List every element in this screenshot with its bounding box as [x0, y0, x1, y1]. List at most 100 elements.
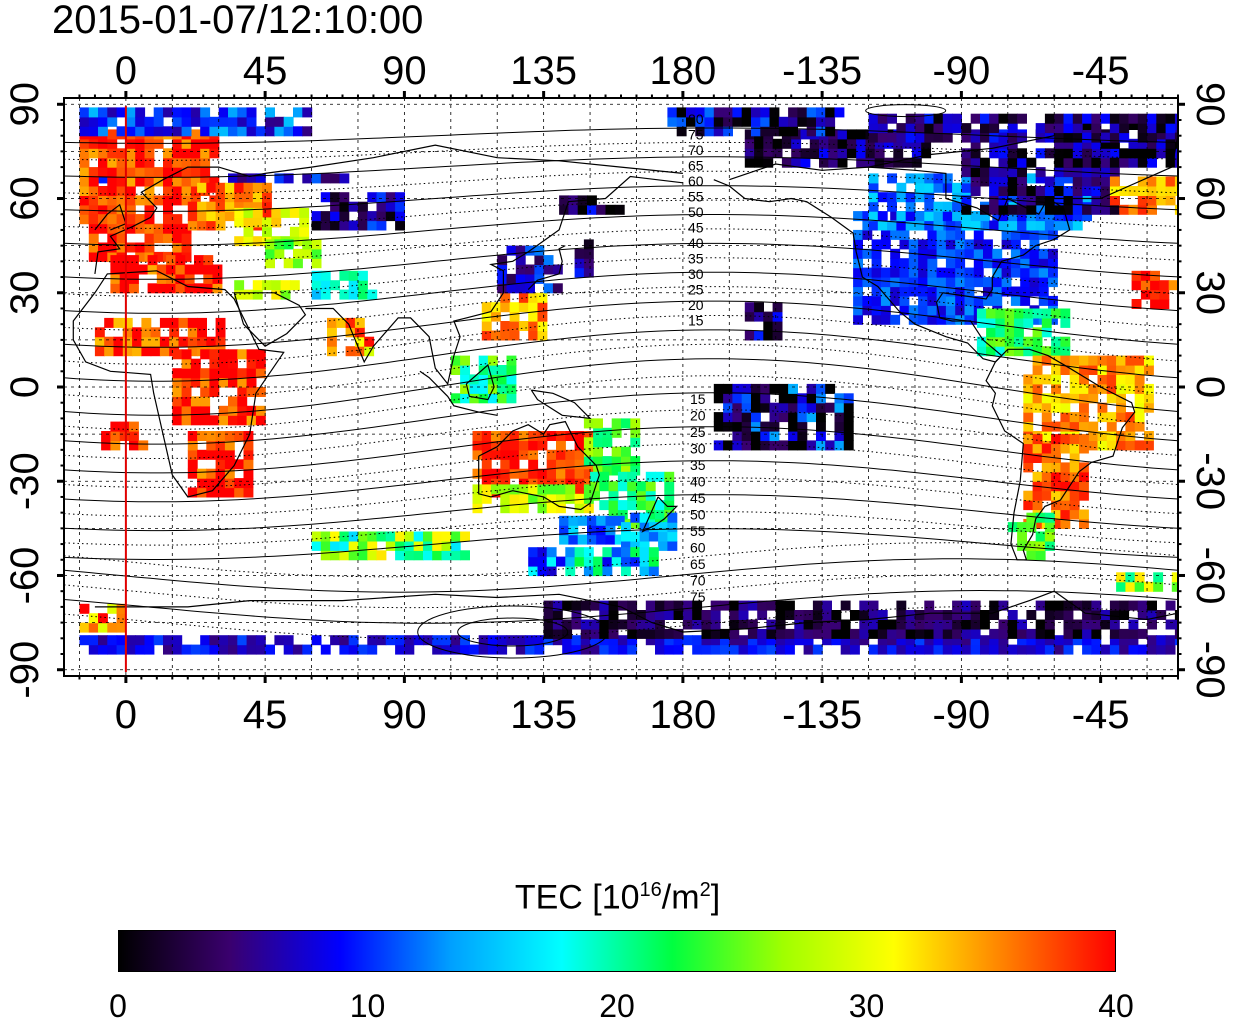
- tec-cell: [153, 167, 164, 178]
- tec-cell: [710, 628, 721, 639]
- tec-cell: [187, 440, 198, 451]
- tec-cell: [481, 468, 492, 479]
- tec-cell: [166, 264, 176, 275]
- tec-cell: [364, 336, 375, 347]
- tec-cell: [1072, 211, 1083, 222]
- tec-cell: [627, 481, 638, 492]
- tec-cell: [311, 220, 322, 231]
- tec-cell: [970, 635, 981, 646]
- tec-cell: [224, 468, 235, 479]
- tec-cell: [423, 540, 433, 551]
- tec-cell: [190, 195, 201, 206]
- tec-cell: [200, 377, 211, 388]
- tec-cell: [181, 116, 192, 127]
- tec-cell: [144, 126, 155, 137]
- tec-cell: [1128, 186, 1139, 196]
- tec-cell: [1063, 138, 1074, 149]
- tec-cell: [441, 635, 452, 646]
- tec-cell: [936, 305, 947, 316]
- tec-cell: [327, 327, 337, 338]
- tec-cell: [1060, 336, 1071, 347]
- tec-cell: [723, 383, 733, 394]
- tec-cell: [760, 116, 771, 127]
- tec-cell: [472, 484, 483, 495]
- tec-cell: [816, 421, 826, 432]
- tec-cell: [271, 280, 282, 291]
- tec-cell: [664, 600, 675, 611]
- tec-cell: [274, 126, 285, 137]
- tec-cell: [1144, 581, 1154, 592]
- tec-cell: [122, 336, 133, 347]
- tec-cell: [1054, 610, 1065, 620]
- tec-cell: [141, 317, 152, 328]
- lat-label-left: -60: [3, 547, 47, 605]
- tec-cell: [686, 107, 696, 118]
- tec-cell: [385, 201, 396, 212]
- tec-cell: [763, 157, 774, 168]
- tec-cell: [713, 116, 724, 127]
- tec-cell: [980, 211, 990, 222]
- tec-cell: [769, 116, 780, 127]
- tec-cell: [339, 289, 350, 300]
- tec-cell: [1069, 434, 1080, 445]
- tec-cell: [797, 393, 808, 404]
- contour-label: 75: [690, 589, 706, 605]
- tec-cell: [1100, 148, 1111, 159]
- tec-cell: [1109, 204, 1120, 215]
- tec-cell: [667, 116, 678, 127]
- tec-cell: [645, 481, 656, 492]
- tec-cell: [1041, 462, 1052, 473]
- tec-cell: [228, 635, 238, 646]
- tec-cell: [330, 211, 340, 222]
- tec-cell: [543, 610, 554, 620]
- tec-cell: [1035, 167, 1046, 178]
- tec-cell: [800, 129, 811, 140]
- tec-cell: [107, 635, 118, 646]
- tec-cell: [729, 619, 740, 630]
- tec-cell: [1026, 157, 1037, 168]
- tec-cell: [246, 644, 257, 655]
- tec-cell: [1044, 123, 1055, 134]
- tec-cell: [1119, 600, 1130, 611]
- tec-cell: [1082, 132, 1092, 143]
- tec-cell: [252, 236, 263, 247]
- tec-cell: [905, 220, 916, 231]
- tec-cell: [200, 157, 211, 168]
- tec-cell: [110, 255, 121, 266]
- tec-cell: [788, 393, 798, 404]
- tec-cell: [899, 277, 910, 288]
- tec-cell: [942, 173, 953, 184]
- tec-cell: [583, 503, 594, 514]
- tec-cell: [450, 540, 461, 551]
- tec-cell: [1014, 327, 1024, 338]
- tec-cell: [893, 157, 904, 168]
- tec-cell: [215, 220, 226, 231]
- tec-cell: [806, 412, 817, 423]
- tec-cell: [1048, 258, 1058, 269]
- tec-cell: [153, 126, 164, 137]
- tec-cell: [1023, 412, 1034, 423]
- contour-line: [457, 617, 569, 647]
- contour-label: 65: [690, 556, 706, 572]
- tec-cell: [710, 635, 721, 646]
- tec-cell: [812, 619, 823, 630]
- tec-cell: [856, 157, 867, 168]
- tec-cell: [302, 126, 313, 137]
- tec-cell: [1048, 295, 1058, 306]
- tec-cell: [961, 635, 972, 646]
- tec-cell: [302, 173, 313, 184]
- tec-cell: [781, 157, 792, 168]
- tec-cell: [163, 176, 173, 187]
- tec-cell: [1044, 195, 1055, 206]
- tec-cell: [1051, 509, 1061, 520]
- tec-cell: [472, 431, 483, 441]
- tec-cell: [853, 305, 863, 316]
- tec-cell: [144, 176, 155, 187]
- tec-cell: [395, 644, 405, 655]
- tec-cell: [614, 534, 625, 545]
- tec-cell: [602, 456, 613, 467]
- tec-cell: [667, 107, 678, 118]
- tec-cell: [995, 308, 1006, 319]
- tec-cell: [754, 148, 764, 159]
- tec-cell: [469, 393, 480, 404]
